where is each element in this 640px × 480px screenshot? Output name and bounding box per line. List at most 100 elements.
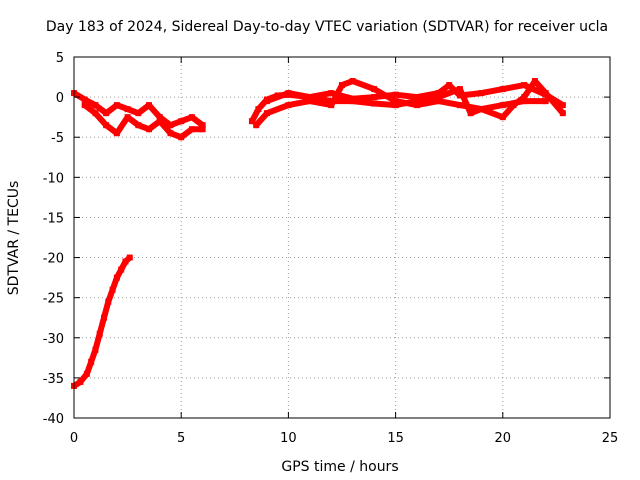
data-point [253, 122, 260, 129]
data-point [499, 114, 506, 121]
y-tick-label: -20 [43, 252, 64, 267]
data-point [414, 102, 421, 109]
data-point [88, 358, 95, 365]
data-point [306, 98, 313, 105]
data-point [81, 96, 88, 103]
data-point [559, 102, 566, 109]
data-point [478, 106, 485, 113]
data-point [542, 90, 549, 97]
plot-frame [73, 56, 611, 419]
data-point [542, 98, 549, 105]
y-tick-label: -25 [43, 292, 64, 307]
data-point [371, 86, 378, 93]
y-tick-label: -35 [43, 372, 64, 387]
data-point [103, 110, 110, 117]
data-point [77, 378, 84, 385]
x-tick-label: 5 [177, 431, 185, 446]
data-point [499, 86, 506, 93]
data-point [467, 110, 474, 117]
data-point [146, 102, 153, 109]
data-point [263, 110, 270, 117]
x-tick-label: 20 [495, 431, 512, 446]
data-point [339, 82, 345, 89]
data-point [146, 126, 153, 133]
data-point [92, 102, 99, 109]
y-tick-label: -5 [51, 131, 64, 146]
data-point [135, 122, 142, 129]
data-point [83, 370, 90, 377]
data-point [124, 106, 131, 113]
data-point [456, 102, 463, 109]
data-point [105, 298, 112, 305]
x-tick-label: 10 [280, 431, 297, 446]
data-point [263, 98, 270, 105]
data-point [499, 102, 506, 109]
data-point [521, 98, 528, 105]
y-tick-label: -10 [43, 171, 64, 186]
data-series [71, 78, 566, 389]
chart-title: Day 183 of 2024, Sidereal Day-to-day VTE… [46, 19, 608, 35]
data-point [126, 254, 133, 261]
data-point [135, 110, 142, 117]
data-point [124, 114, 131, 121]
data-point [109, 286, 116, 293]
y-tick-label: 5 [56, 51, 64, 66]
data-point [92, 110, 99, 117]
data-point [167, 122, 174, 129]
y-tick-label: -40 [43, 412, 64, 427]
data-point [113, 130, 120, 137]
data-point [255, 106, 262, 113]
data-point [328, 102, 335, 109]
data-point [435, 94, 442, 101]
data-point [349, 78, 356, 85]
data-point [371, 100, 378, 107]
data-point [122, 258, 129, 265]
data-point [113, 274, 120, 281]
x-axis-label: GPS time / hours [281, 459, 398, 475]
data-point [188, 114, 195, 121]
y-tick-label: -15 [43, 211, 64, 226]
x-tick-label: 0 [70, 431, 78, 446]
data-point [392, 98, 399, 105]
data-point [248, 118, 255, 125]
data-point [199, 122, 206, 129]
data-point [435, 98, 442, 105]
y-tick-label: 0 [56, 91, 64, 106]
data-point [521, 94, 528, 101]
x-tick-label: 25 [602, 431, 619, 446]
data-point [199, 126, 206, 133]
data-point [306, 94, 313, 101]
data-point [446, 82, 453, 89]
data-point [156, 114, 163, 121]
data-point [167, 130, 174, 137]
data-point [349, 98, 356, 105]
data-point [103, 122, 110, 129]
data-point [81, 102, 88, 109]
y-tick-label: -30 [43, 332, 64, 347]
data-point [285, 90, 292, 97]
data-point [178, 118, 185, 125]
data-point [531, 78, 538, 85]
y-axis-label: SDTVAR / TECUs [6, 181, 22, 296]
data-point [559, 110, 566, 117]
data-point [371, 94, 378, 101]
data-point [188, 126, 195, 133]
data-point [118, 266, 125, 273]
data-point [156, 118, 163, 125]
data-point [113, 102, 120, 109]
data-point [101, 314, 108, 321]
x-tick-label: 15 [387, 431, 404, 446]
data-point [328, 90, 335, 97]
data-point [435, 90, 442, 97]
axis-ticks: 0 5 10 15 20 25 -40 -35 -30 -25 -20 -15 -10 -5 0 5 [43, 51, 619, 446]
data-point [328, 98, 335, 105]
data-point [521, 82, 528, 89]
data-point [92, 346, 99, 353]
data-point [178, 134, 185, 141]
series-line [71, 254, 133, 389]
data-point [478, 90, 485, 97]
data-point [392, 102, 399, 109]
data-point [414, 94, 421, 101]
data-point [96, 330, 103, 337]
